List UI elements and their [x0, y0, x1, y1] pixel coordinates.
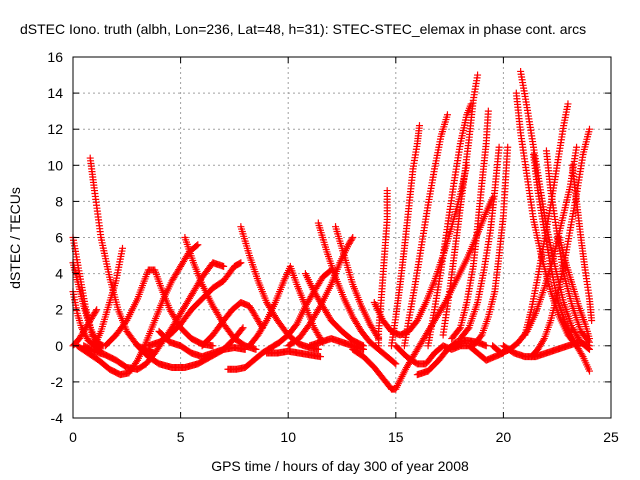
- series-arc-21: [301, 270, 368, 350]
- data-point: [132, 358, 140, 366]
- series-arc-18: [263, 347, 324, 361]
- data-point: [194, 241, 202, 249]
- series-arc-15: [198, 298, 266, 350]
- data-point: [585, 335, 593, 343]
- series-arc-17: [245, 262, 327, 350]
- y-axis-label: dSTEC / TECUs: [7, 187, 23, 289]
- data-point: [262, 318, 270, 326]
- y-tick-label: 0: [55, 338, 63, 354]
- data-point: [391, 359, 399, 367]
- data-point: [193, 242, 201, 250]
- data-point: [469, 342, 477, 350]
- data-point: [578, 351, 586, 359]
- y-tick-label: 10: [47, 157, 63, 173]
- data-point: [564, 100, 572, 108]
- series-arc-25: [375, 187, 391, 350]
- data-point: [456, 335, 464, 343]
- grid: [73, 57, 611, 418]
- data-point: [448, 335, 456, 343]
- series-arc-33: [448, 107, 492, 343]
- series-arc-27: [387, 122, 423, 350]
- series-arc-32: [439, 71, 482, 339]
- y-tick-label: -4: [51, 410, 64, 426]
- data-point: [241, 345, 249, 353]
- series-arc-37: [517, 67, 593, 353]
- data-point: [588, 317, 596, 325]
- y-tick-label: 12: [47, 121, 63, 137]
- data-point: [443, 111, 451, 119]
- series-arc-31: [424, 100, 475, 350]
- x-tick-label: 10: [280, 429, 296, 445]
- series-arc-13: [155, 327, 249, 361]
- data-point: [92, 307, 100, 315]
- x-tick-label: 0: [69, 429, 77, 445]
- y-tick-label: 16: [47, 49, 63, 65]
- data-point: [118, 244, 126, 252]
- data-point: [449, 333, 457, 341]
- chart-title: dSTEC Iono. truth (albh, Lon=236, Lat=48…: [20, 21, 586, 37]
- series-arc-23: [306, 335, 368, 353]
- y-tick-label: 4: [55, 266, 63, 282]
- x-axis-label: GPS time / hours of day 300 of year 2008: [211, 458, 469, 474]
- x-tick-label: 15: [388, 429, 404, 445]
- axis-ticks: 0 5 10 15 20 25 -4 -2 0 2 4 6 8 10 12 14 16: [47, 49, 619, 445]
- data-point: [585, 367, 593, 375]
- data-point: [348, 235, 356, 243]
- data-point: [360, 345, 368, 353]
- series-arc-06: [73, 241, 202, 379]
- series-arc-19: [314, 219, 400, 368]
- y-tick-label: 6: [55, 230, 63, 246]
- data-point: [375, 342, 383, 350]
- x-tick-label: 5: [177, 429, 185, 445]
- x-tick-label: 25: [603, 429, 619, 445]
- series-arc-41: [530, 150, 593, 375]
- data-point: [539, 336, 547, 344]
- x-tick-label: 20: [496, 429, 512, 445]
- data-point: [349, 234, 357, 241]
- series-arc-07: [91, 244, 126, 350]
- series-arc-12: [144, 259, 245, 350]
- series-arc-43: [499, 338, 593, 361]
- data-point: [470, 340, 478, 348]
- series-arc-42: [542, 147, 593, 346]
- series-arc-16: [224, 266, 335, 373]
- data-point: [236, 259, 244, 267]
- data-point: [585, 125, 593, 133]
- data-point: [252, 345, 260, 353]
- data-point: [392, 360, 400, 368]
- series-arc-45: [555, 234, 593, 343]
- y-tick-label: 2: [55, 302, 63, 318]
- data-point: [489, 194, 497, 202]
- data-point: [93, 306, 101, 314]
- data-point: [482, 342, 490, 350]
- data-point: [573, 143, 581, 151]
- series-arc-24: [349, 194, 497, 393]
- series-arc-34: [469, 143, 512, 350]
- y-tick-label: -2: [51, 374, 64, 390]
- data-point: [474, 71, 482, 79]
- data-point: [316, 353, 324, 361]
- y-tick-label: 8: [55, 193, 63, 209]
- data-point: [209, 342, 217, 350]
- series-arc-44: [568, 161, 596, 325]
- series-arc-35: [456, 143, 503, 343]
- data-point: [314, 345, 322, 353]
- data-point: [237, 259, 245, 267]
- data-point: [457, 333, 465, 341]
- data-point: [415, 122, 423, 130]
- data-point: [238, 325, 246, 333]
- data-point: [239, 324, 247, 332]
- data-point: [585, 342, 593, 350]
- data-points: [69, 67, 596, 393]
- y-tick-label: 14: [47, 85, 63, 101]
- data-point: [220, 262, 228, 270]
- series-arc-20: [284, 234, 357, 350]
- series-arc-28: [400, 111, 451, 350]
